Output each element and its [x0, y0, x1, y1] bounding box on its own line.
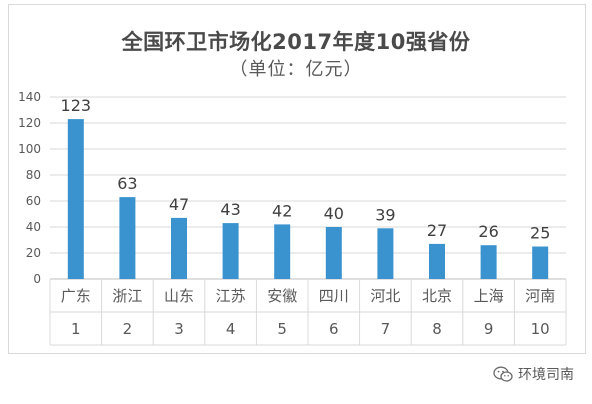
category-label: 安徽	[267, 287, 297, 305]
bar-8	[429, 243, 445, 279]
category-label: 上海	[474, 287, 504, 305]
chart-frame	[8, 4, 586, 354]
category-label: 江苏	[216, 287, 246, 305]
y-tick-label: 60	[26, 194, 41, 208]
y-tick-label: 100	[18, 142, 41, 156]
bar-5	[274, 224, 291, 279]
rank-label: 2	[123, 320, 133, 338]
bar-10	[532, 246, 549, 279]
data-label: 27	[427, 221, 447, 240]
rank-label: 8	[432, 320, 442, 338]
chart-subtitle: （单位：亿元）	[229, 59, 363, 80]
category-label: 浙江	[112, 287, 142, 305]
y-tick-label: 20	[26, 246, 41, 260]
rank-label: 5	[277, 320, 287, 338]
bar-9	[480, 245, 497, 279]
category-label: 广东	[61, 287, 91, 305]
y-tick-label: 40	[26, 220, 41, 234]
rank-label: 3	[174, 320, 184, 338]
data-label: 123	[61, 96, 92, 115]
data-label: 25	[530, 224, 550, 243]
watermark-text: 环境司南	[518, 367, 574, 383]
data-label: 40	[324, 204, 344, 223]
rank-label: 9	[484, 320, 494, 338]
chart-title: 全国环卫市场化2017年度10强省份	[121, 30, 471, 54]
bar-2	[119, 197, 136, 279]
data-label: 26	[478, 222, 498, 241]
rank-label: 4	[226, 320, 236, 338]
category-label: 山东	[164, 287, 194, 305]
y-tick-label: 0	[33, 272, 41, 286]
data-label: 39	[375, 205, 395, 224]
watermark: 环境司南	[493, 364, 574, 384]
bar-4	[222, 223, 239, 279]
y-tick-label: 120	[18, 116, 41, 130]
bar-1	[67, 119, 84, 279]
rank-label: 7	[381, 320, 391, 338]
category-label: 北京	[422, 287, 452, 305]
category-label: 河南	[525, 287, 555, 305]
wechat-icon	[493, 366, 513, 382]
data-label: 47	[169, 195, 189, 214]
data-label: 42	[272, 201, 292, 220]
data-label: 43	[220, 200, 240, 219]
category-label: 四川	[319, 287, 349, 305]
category-label: 河北	[370, 287, 400, 305]
data-label: 63	[117, 174, 137, 193]
y-tick-label: 140	[18, 90, 41, 104]
y-tick-label: 80	[26, 168, 41, 182]
rank-label: 1	[71, 320, 81, 338]
bar-3	[171, 217, 187, 279]
rank-label: 6	[329, 320, 339, 338]
bar-7	[377, 228, 394, 279]
bar-6	[325, 227, 342, 279]
rank-label: 10	[531, 320, 550, 338]
